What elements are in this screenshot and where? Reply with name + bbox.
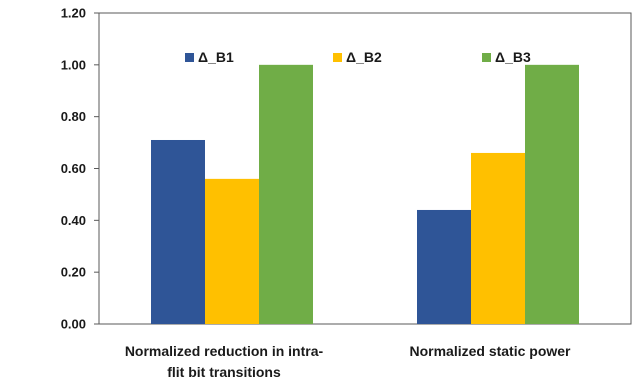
bar-1-1 [151,139,205,324]
x-axis-labels: Normalized reduction in intra-flit bit t… [125,343,571,380]
legend-label: Δ_B1 [198,49,234,65]
bar-3-2 [525,64,579,324]
bar-3-1 [259,64,313,324]
bar-2-1 [205,178,259,324]
x-category-label-line: Normalized static power [409,343,571,359]
x-category-label-line: Normalized reduction in intra- [125,343,324,359]
y-tick-label: 0.60 [61,161,86,176]
bar-2-2 [471,152,525,324]
y-tick-label: 1.20 [61,6,86,21]
x-category-label: Normalized reduction in intra-flit bit t… [125,343,324,380]
legend-swatch [482,53,491,62]
bars [151,64,579,324]
axes: 0.00 0.20 0.40 0.60 0.80 1.00 1.20 [61,6,632,332]
y-tick-label: 0.40 [61,213,86,228]
x-category-label: Normalized static power [409,343,571,359]
legend: Δ_B1 Δ_B2 Δ_B3 [185,49,531,65]
legend-swatch [185,53,194,62]
y-tick-label: 0.00 [61,317,86,332]
y-tick-label: 1.00 [61,57,86,72]
legend-label: Δ_B2 [346,49,382,65]
legend-label: Δ_B3 [495,49,531,65]
bar-1-2 [417,209,471,324]
legend-swatch [333,53,342,62]
y-tick-label: 0.20 [61,265,86,280]
x-category-label-line: flit bit transitions [167,364,281,380]
y-tick-label: 0.80 [61,109,86,124]
